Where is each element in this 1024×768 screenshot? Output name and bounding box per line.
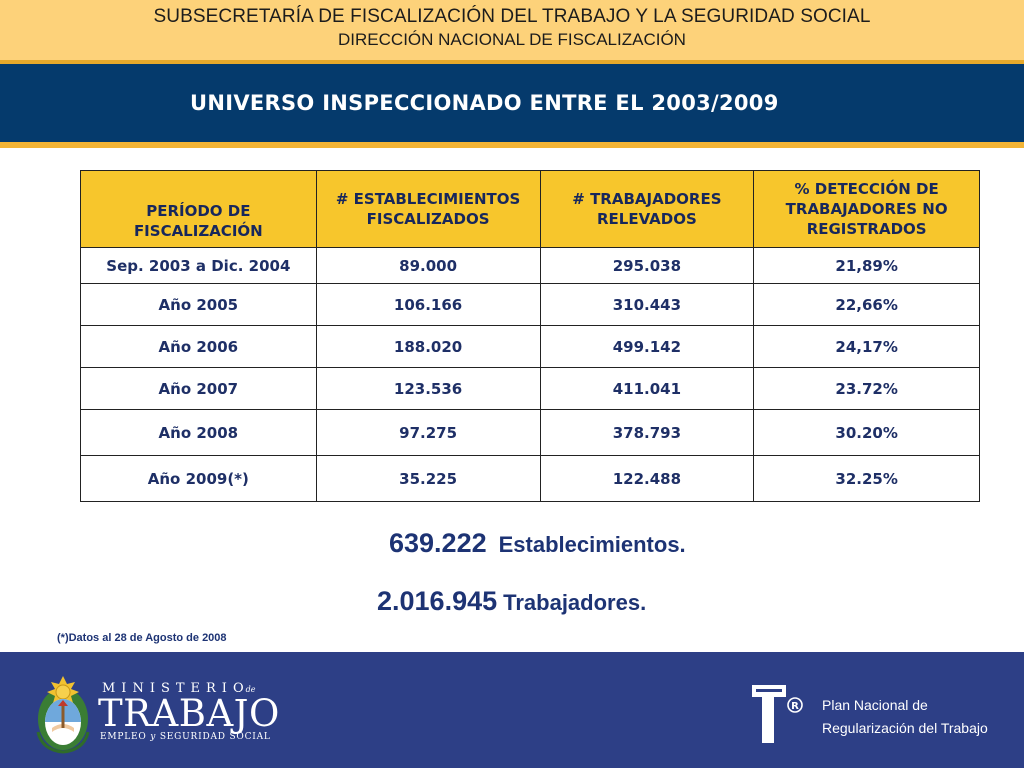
cell-establecimientos: 89.000 xyxy=(315,247,541,284)
total-trabajadores-label: Trabajadores. xyxy=(503,590,647,615)
footer-band: MINISTERIOde TRABAJO EMPLEO y SEGURIDAD … xyxy=(0,652,1024,768)
total-establecimientos-label: Establecimientos. xyxy=(498,532,686,557)
table-header-row: PERÍODO DE FISCALIZACIÓN # ESTABLECIMIEN… xyxy=(80,170,980,248)
cell-periodo: Año 2007 xyxy=(80,367,317,410)
cell-trabajadores: 295.038 xyxy=(539,247,755,284)
cell-trabajadores: 499.142 xyxy=(539,325,755,368)
cell-establecimientos: 106.166 xyxy=(315,283,541,326)
total-establecimientos: 639.222 Establecimientos. xyxy=(389,528,686,559)
table-row: Año 2006 188.020 499.142 24,17% xyxy=(80,325,980,368)
header-deteccion: % DETECCIÓN DE TRABAJADORES NO REGISTRAD… xyxy=(753,170,980,248)
page-title: UNIVERSO INSPECCIONADO ENTRE EL 2003/200… xyxy=(190,91,779,115)
argentina-coat-of-arms-icon xyxy=(36,676,90,754)
cell-establecimientos: 188.020 xyxy=(315,325,541,368)
cell-deteccion: 23.72% xyxy=(753,367,980,410)
direccion-title: DIRECCIÓN NACIONAL DE FISCALIZACIÓN xyxy=(338,30,686,49)
total-trabajadores-value: 2.016.945 xyxy=(377,586,498,616)
top-header: SUBSECRETARÍA DE FISCALIZACIÓN DEL TRABA… xyxy=(0,0,1024,60)
plan-nacional-text: Plan Nacional de Regularización del Trab… xyxy=(822,694,988,740)
header-periodo: PERÍODO DE FISCALIZACIÓN xyxy=(80,170,317,248)
svg-text:R: R xyxy=(791,701,799,712)
table-row: Año 2005 106.166 310.443 22,66% xyxy=(80,283,980,326)
cell-deteccion: 32.25% xyxy=(753,455,980,502)
table-row: Año 2007 123.536 411.041 23.72% xyxy=(80,367,980,410)
empleo-label: EMPLEO y SEGURIDAD SOCIAL xyxy=(100,732,271,742)
cell-trabajadores: 378.793 xyxy=(539,409,755,456)
cell-establecimientos: 35.225 xyxy=(315,455,541,502)
table-row: Sep. 2003 a Dic. 2004 89.000 295.038 21,… xyxy=(80,247,980,284)
trabajo-label: TRABAJO xyxy=(98,692,280,735)
cell-trabajadores: 122.488 xyxy=(539,455,755,502)
cell-periodo: Año 2005 xyxy=(80,283,317,326)
table-row: Año 2009(*) 35.225 122.488 32.25% xyxy=(80,455,980,502)
cell-deteccion: 21,89% xyxy=(753,247,980,284)
cell-trabajadores: 411.041 xyxy=(539,367,755,410)
cell-periodo: Sep. 2003 a Dic. 2004 xyxy=(80,247,317,284)
cell-deteccion: 30.20% xyxy=(753,409,980,456)
ministerio-label: MINISTERIOde xyxy=(102,681,256,696)
inspection-table: PERÍODO DE FISCALIZACIÓN # ESTABLECIMIEN… xyxy=(80,170,980,502)
cell-periodo: Año 2009(*) xyxy=(80,455,317,502)
plan-t-logo-icon: R xyxy=(752,685,803,743)
total-trabajadores: 2.016.945 Trabajadores. xyxy=(377,586,646,617)
header-divider xyxy=(0,60,1024,64)
total-establecimientos-value: 639.222 xyxy=(389,528,487,558)
plan-line-2: Regularización del Trabajo xyxy=(822,720,988,736)
cell-periodo: Año 2008 xyxy=(80,409,317,456)
cell-deteccion: 24,17% xyxy=(753,325,980,368)
title-divider xyxy=(0,142,1024,148)
header-establecimientos: # ESTABLECIMIENTOS FISCALIZADOS xyxy=(315,170,541,248)
cell-establecimientos: 97.275 xyxy=(315,409,541,456)
title-band: UNIVERSO INSPECCIONADO ENTRE EL 2003/200… xyxy=(0,64,1024,142)
cell-establecimientos: 123.536 xyxy=(315,367,541,410)
header-trabajadores: # TRABAJADORES RELEVADOS xyxy=(539,170,755,248)
cell-trabajadores: 310.443 xyxy=(539,283,755,326)
footnote: (*)Datos al 28 de Agosto de 2008 xyxy=(57,632,227,644)
cell-periodo: Año 2006 xyxy=(80,325,317,368)
cell-deteccion: 22,66% xyxy=(753,283,980,326)
subsecretaria-title: SUBSECRETARÍA DE FISCALIZACIÓN DEL TRABA… xyxy=(153,6,871,27)
table-row: Año 2008 97.275 378.793 30.20% xyxy=(80,409,980,456)
plan-line-1: Plan Nacional de xyxy=(822,697,928,713)
